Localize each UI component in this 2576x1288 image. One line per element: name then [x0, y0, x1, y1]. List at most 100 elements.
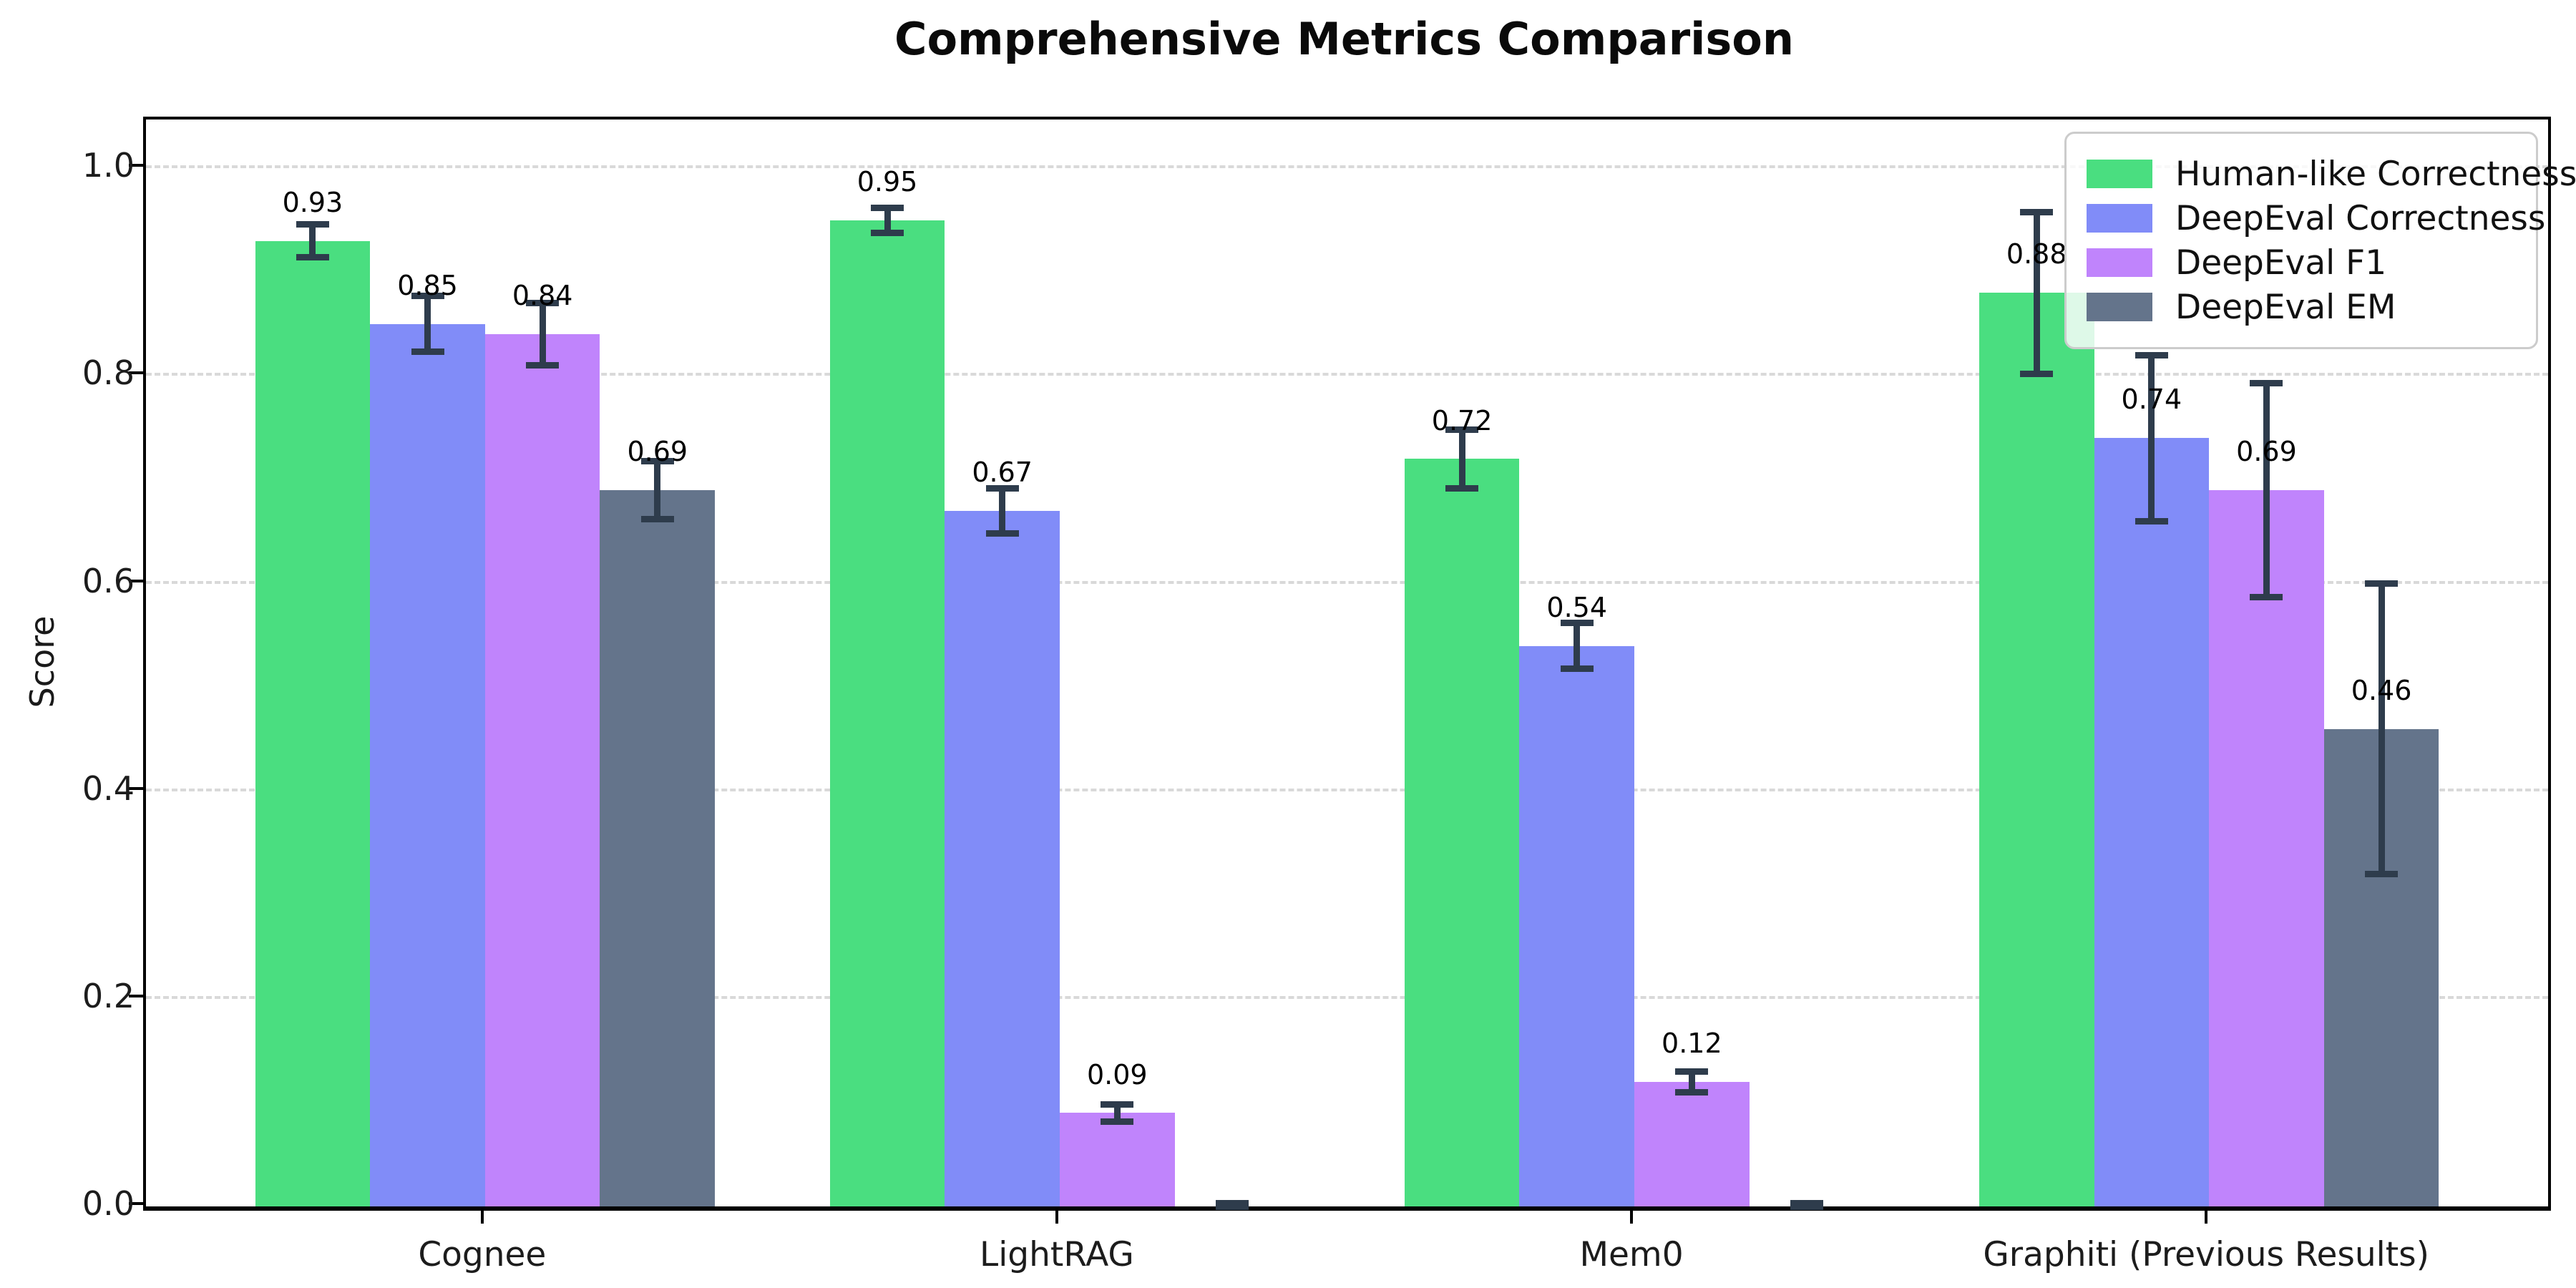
error-bar-cap: [1445, 484, 1479, 492]
bar: [1404, 459, 1520, 1206]
legend-label: DeepEval EM: [2175, 287, 2396, 327]
error-bar: [1688, 1071, 1695, 1093]
bar-value-label: 0.74: [2121, 384, 2182, 416]
bar-value-label: 0.72: [1431, 404, 1493, 436]
x-tick-mark: [1055, 1208, 1058, 1224]
error-bar-cap: [2365, 871, 2399, 878]
gridline: [146, 165, 2548, 169]
error-bar-cap: [1675, 1088, 1709, 1096]
x-tick-mark: [480, 1208, 484, 1224]
x-tick-label: Graphiti (Previous Results): [1983, 1235, 2429, 1274]
legend-swatch: [2087, 293, 2152, 321]
error-bar-cap: [985, 484, 1019, 492]
error-bar-cap: [1101, 1118, 1134, 1125]
error-bar: [654, 461, 661, 519]
error-bar-cap: [2135, 351, 2168, 358]
error-bar-cap: [2020, 208, 2054, 215]
gridline: [146, 995, 2548, 999]
legend-swatch: [2087, 160, 2152, 188]
error-bar: [424, 296, 431, 352]
error-bar-cap: [1675, 1068, 1709, 1075]
legend-swatch: [2087, 248, 2152, 277]
legend-swatch: [2087, 204, 2152, 233]
legend-item: Human-like Correctness: [2087, 152, 2576, 195]
error-bar-cap: [411, 348, 444, 356]
bar-value-label: 0.12: [1662, 1028, 1722, 1059]
bar: [1059, 1113, 1175, 1206]
error-bar: [1458, 429, 1465, 489]
bar-value-label: 0.46: [2351, 674, 2412, 706]
error-bar-cap: [1101, 1101, 1134, 1108]
x-tick-mark: [1630, 1208, 1634, 1224]
bar-value-label: 0.85: [397, 269, 458, 301]
bar-value-label: 0.09: [1086, 1058, 1148, 1091]
y-tick-label: 1.0: [82, 146, 135, 185]
y-tick-label: 0.4: [82, 769, 135, 808]
y-tick-mark: [129, 994, 146, 997]
bar: [1634, 1081, 1750, 1206]
x-tick-label: Mem0: [1579, 1235, 1684, 1274]
error-bar: [999, 488, 1006, 534]
bar: [1519, 645, 1635, 1206]
y-tick-label: 0.6: [82, 561, 135, 600]
y-tick-mark: [129, 786, 146, 790]
y-tick-mark: [129, 1202, 146, 1205]
error-bar-cap: [296, 221, 329, 228]
legend-label: Human-like Correctness: [2175, 154, 2576, 194]
bar: [484, 334, 600, 1206]
bar: [2094, 438, 2210, 1206]
bar: [829, 220, 945, 1206]
y-tick-mark: [129, 579, 146, 582]
x-tick-label: Cognee: [418, 1235, 547, 1274]
bar-value-label: 0.84: [512, 280, 573, 312]
y-axis-label: Score: [23, 615, 62, 708]
error-bar-cap: [2250, 380, 2283, 387]
x-tick-label: LightRAG: [980, 1235, 1134, 1274]
bar-value-label: 0.69: [627, 436, 688, 468]
error-bar-cap: [2250, 593, 2283, 600]
y-tick-label: 0.8: [82, 353, 135, 393]
legend: Human-like Correctness DeepEval Correctne…: [2064, 132, 2576, 349]
error-bar: [539, 303, 546, 366]
error-bar-cap: [1215, 1203, 1249, 1210]
gridline: [146, 580, 2548, 584]
error-bar: [1574, 623, 1581, 669]
error-bar: [1113, 1104, 1121, 1122]
error-bar: [2148, 355, 2155, 522]
error-bar-cap: [2020, 370, 2054, 377]
bar: [2209, 489, 2324, 1206]
gridline: [146, 373, 2548, 376]
bar: [255, 240, 371, 1206]
error-bar: [884, 208, 891, 233]
error-bar-cap: [411, 293, 444, 300]
bar-value-label: 0.93: [282, 186, 343, 218]
legend-item: DeepEval Correctness: [2087, 197, 2545, 240]
x-tick-mark: [2205, 1208, 2208, 1224]
y-tick-mark: [129, 371, 146, 375]
error-bar-cap: [1560, 665, 1594, 672]
legend-label: DeepEval F1: [2175, 243, 2387, 283]
error-bar-cap: [871, 204, 904, 211]
bar: [1979, 293, 2094, 1206]
bar-value-label: 0.69: [2236, 436, 2297, 468]
y-tick-label: 0.2: [82, 976, 135, 1015]
legend-label: DeepEval Correctness: [2175, 198, 2546, 238]
chart-title: Comprehensive Metrics Comparison: [894, 13, 1795, 65]
y-tick-label: 0.0: [82, 1184, 135, 1223]
error-bar-cap: [2365, 580, 2399, 587]
error-bar: [2033, 212, 2040, 374]
bar-value-label: 0.67: [972, 457, 1033, 489]
error-bar: [2263, 383, 2270, 597]
error-bar-cap: [985, 530, 1019, 537]
error-bar-cap: [526, 300, 560, 307]
error-bar-cap: [526, 362, 560, 369]
bar-value-label: 0.54: [1546, 591, 1608, 623]
error-bar-cap: [1790, 1203, 1823, 1210]
bar-value-label: 0.88: [2006, 238, 2067, 270]
legend-item: DeepEval F1: [2087, 241, 2516, 284]
error-bar-cap: [640, 457, 674, 464]
error-bar-cap: [296, 254, 329, 261]
error-bar-cap: [871, 229, 904, 236]
error-bar-cap: [640, 516, 674, 523]
